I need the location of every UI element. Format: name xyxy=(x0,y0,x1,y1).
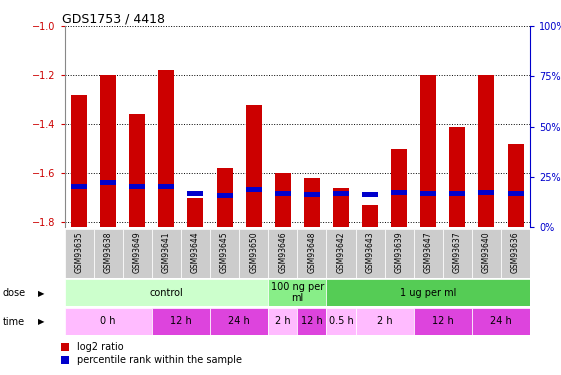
Bar xyxy=(246,105,261,227)
Bar xyxy=(391,148,407,227)
Text: 1 ug per ml: 1 ug per ml xyxy=(400,288,457,297)
Bar xyxy=(152,229,181,278)
Bar xyxy=(187,198,204,227)
Text: 24 h: 24 h xyxy=(490,316,512,326)
Bar xyxy=(413,308,472,334)
Text: 12 h: 12 h xyxy=(170,316,192,326)
Text: GSM93642: GSM93642 xyxy=(337,231,346,273)
Text: GSM93636: GSM93636 xyxy=(511,231,520,273)
Bar xyxy=(100,75,116,227)
Text: 100 ng per
ml: 100 ng per ml xyxy=(271,282,324,303)
Bar xyxy=(297,229,327,278)
Bar xyxy=(181,229,210,278)
Text: ▶: ▶ xyxy=(38,317,45,326)
Text: 24 h: 24 h xyxy=(228,316,250,326)
Bar xyxy=(385,229,413,278)
Text: GSM93641: GSM93641 xyxy=(162,231,171,273)
Text: GSM93646: GSM93646 xyxy=(278,231,287,273)
Bar xyxy=(246,187,261,192)
Bar xyxy=(327,229,356,278)
Text: 0 h: 0 h xyxy=(100,316,116,326)
Bar xyxy=(94,229,123,278)
Bar xyxy=(268,308,297,334)
Bar xyxy=(501,229,530,278)
Bar xyxy=(449,191,466,196)
Text: ▶: ▶ xyxy=(38,289,45,298)
Bar xyxy=(129,184,145,189)
Bar xyxy=(420,191,436,196)
Bar xyxy=(71,184,87,189)
Bar xyxy=(100,180,116,185)
Bar xyxy=(443,229,472,278)
Text: GSM93639: GSM93639 xyxy=(395,231,404,273)
Bar xyxy=(129,114,145,227)
Bar xyxy=(65,229,94,278)
Bar xyxy=(158,70,174,227)
Bar xyxy=(65,308,152,334)
Text: GSM93643: GSM93643 xyxy=(366,231,375,273)
Bar xyxy=(152,308,210,334)
Bar xyxy=(472,308,530,334)
Bar xyxy=(158,184,174,189)
Bar xyxy=(333,191,349,196)
Bar xyxy=(356,308,413,334)
Bar xyxy=(508,144,523,227)
Text: GSM93635: GSM93635 xyxy=(75,231,84,273)
Text: GSM93645: GSM93645 xyxy=(220,231,229,273)
Bar xyxy=(413,229,443,278)
Bar xyxy=(472,229,501,278)
Bar xyxy=(268,279,327,306)
Bar xyxy=(420,75,436,227)
Bar xyxy=(210,229,239,278)
Text: 12 h: 12 h xyxy=(432,316,454,326)
Bar xyxy=(268,229,297,278)
Legend: log2 ratio, percentile rank within the sample: log2 ratio, percentile rank within the s… xyxy=(61,342,242,365)
Bar xyxy=(217,193,233,198)
Bar xyxy=(187,191,204,196)
Text: GSM93637: GSM93637 xyxy=(453,231,462,273)
Text: 0.5 h: 0.5 h xyxy=(329,316,353,326)
Bar xyxy=(297,308,327,334)
Text: GSM93648: GSM93648 xyxy=(307,231,316,273)
Bar xyxy=(304,178,320,227)
Bar xyxy=(362,205,378,227)
Bar xyxy=(449,126,466,227)
Bar xyxy=(327,279,530,306)
Bar xyxy=(391,190,407,195)
Bar xyxy=(327,308,356,334)
Text: dose: dose xyxy=(3,288,26,298)
Bar xyxy=(333,188,349,227)
Bar xyxy=(217,168,233,227)
Text: GSM93647: GSM93647 xyxy=(424,231,433,273)
Bar xyxy=(275,191,291,196)
Text: GSM93650: GSM93650 xyxy=(249,231,258,273)
Text: 2 h: 2 h xyxy=(377,316,393,326)
Text: 12 h: 12 h xyxy=(301,316,323,326)
Bar xyxy=(362,192,378,197)
Text: GSM93644: GSM93644 xyxy=(191,231,200,273)
Bar xyxy=(275,173,291,227)
Bar xyxy=(65,279,268,306)
Bar xyxy=(508,191,523,196)
Text: time: time xyxy=(3,317,25,327)
Text: GSM93640: GSM93640 xyxy=(482,231,491,273)
Bar xyxy=(239,229,268,278)
Bar xyxy=(71,95,87,227)
Bar xyxy=(123,229,152,278)
Bar xyxy=(210,308,268,334)
Text: GSM93649: GSM93649 xyxy=(133,231,142,273)
Text: GSM93638: GSM93638 xyxy=(104,231,113,273)
Bar xyxy=(304,192,320,197)
Bar xyxy=(356,229,385,278)
Bar xyxy=(479,190,494,195)
Text: 2 h: 2 h xyxy=(275,316,291,326)
Text: GDS1753 / 4418: GDS1753 / 4418 xyxy=(62,12,165,25)
Bar xyxy=(479,75,494,227)
Text: control: control xyxy=(149,288,183,297)
